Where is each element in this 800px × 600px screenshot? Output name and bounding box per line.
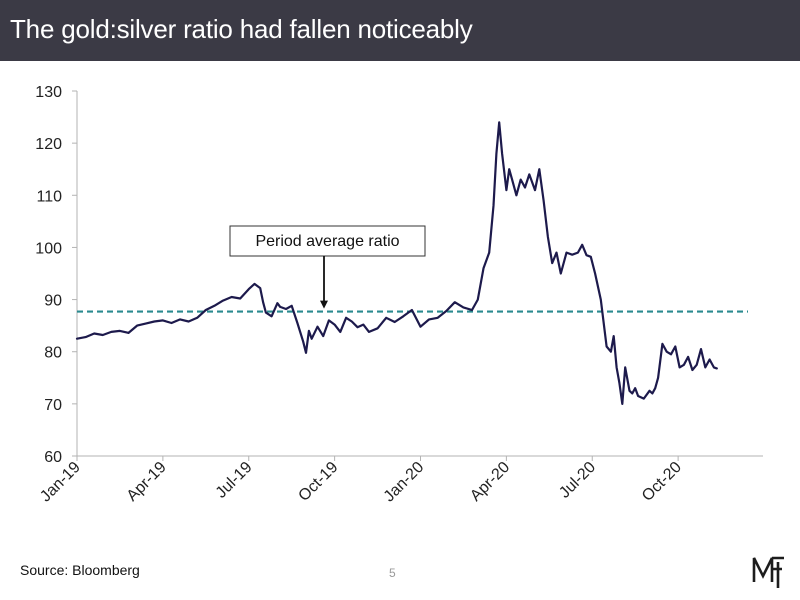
mf-monogram-icon [752, 556, 784, 588]
x-tick-label: Apr-19 [124, 459, 170, 505]
ratio-series-line [75, 121, 718, 405]
annotation-arrow-head [320, 300, 328, 309]
y-tick-label: 80 [44, 345, 62, 362]
x-tick-label: Jul-19 [213, 459, 256, 502]
title-bar: The gold:silver ratio had fallen noticea… [0, 0, 800, 61]
x-tick-label: Oct-19 [295, 459, 341, 505]
y-tick-label: 110 [36, 188, 62, 205]
page-number: 5 [389, 566, 396, 580]
y-tick-label: 70 [44, 397, 62, 414]
y-tick-label: 130 [35, 84, 62, 101]
annotation-label: Period average ratio [255, 233, 399, 250]
source-note: Source: Bloomberg [20, 562, 140, 578]
y-tick-label: 120 [35, 136, 62, 153]
x-tick-label: Jan-20 [381, 459, 428, 506]
y-tick-label: 100 [35, 240, 62, 257]
slide-title: The gold:silver ratio had fallen noticea… [10, 14, 473, 44]
y-tick-label: 90 [44, 293, 62, 310]
y-tick-label: 60 [44, 449, 62, 466]
x-tick-label: Oct-20 [639, 459, 685, 505]
x-tick-label: Jul-20 [556, 459, 599, 502]
x-tick-label: Apr-20 [467, 459, 513, 505]
annotation-box [229, 225, 426, 257]
